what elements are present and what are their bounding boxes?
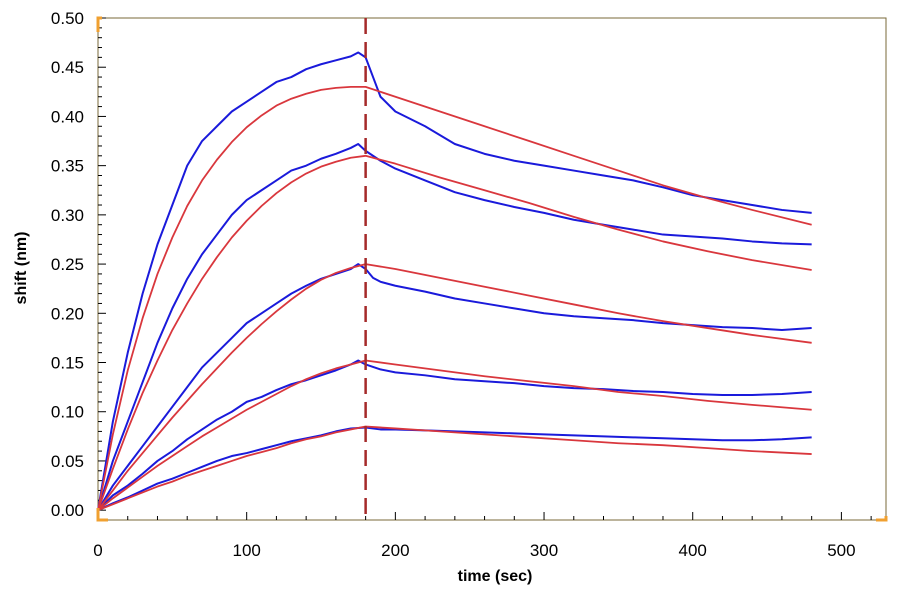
x-tick-label: 100 — [232, 541, 260, 560]
x-tick-label: 0 — [93, 541, 102, 560]
fit-curve — [97, 263, 812, 511]
fit-curve — [97, 359, 812, 511]
x-tick-label: 200 — [381, 541, 409, 560]
measured-curve — [97, 426, 812, 512]
x-tick-label: 500 — [827, 541, 855, 560]
measured-curve — [97, 142, 812, 511]
y-tick-label: 0.05 — [51, 452, 84, 471]
y-axis-title: shift (nm) — [13, 232, 30, 305]
y-tick-label: 0.50 — [51, 9, 84, 28]
x-axis-end-marker — [876, 516, 888, 522]
y-axis-ticks: 0.00 0.05 0.10 0.15 0.20 0.25 0.30 0.35 0.40 0.45… — [51, 9, 106, 520]
y-tick-label: 0.10 — [51, 403, 84, 422]
x-tick-label: 400 — [679, 541, 707, 560]
y-axis-end-marker — [96, 16, 102, 32]
measured-curve — [97, 263, 812, 511]
y-tick-label: 0.30 — [51, 206, 84, 225]
x-tick-label: 300 — [530, 541, 558, 560]
y-tick-label: 0.20 — [51, 304, 84, 323]
origin-marker — [96, 508, 108, 522]
plot-area — [97, 17, 887, 521]
axis-end-markers — [96, 16, 888, 522]
y-tick-label: 0.40 — [51, 107, 84, 126]
fit-curve — [97, 154, 812, 511]
fit-curve — [97, 425, 812, 511]
y-tick-label: 0.15 — [51, 354, 84, 373]
y-tick-label: 0.35 — [51, 157, 84, 176]
y-tick-label: 0.25 — [51, 255, 84, 274]
y-tick-label: 0.45 — [51, 58, 84, 77]
measured-curve — [97, 51, 812, 511]
fit-curve — [97, 86, 812, 511]
series-layer — [97, 51, 812, 512]
y-tick-label: 0.00 — [51, 501, 84, 520]
measured-curve — [97, 359, 812, 511]
x-axis-ticks: 0 100 200 300 400 500 — [93, 512, 872, 560]
x-axis-title: time (sec) — [458, 568, 533, 585]
